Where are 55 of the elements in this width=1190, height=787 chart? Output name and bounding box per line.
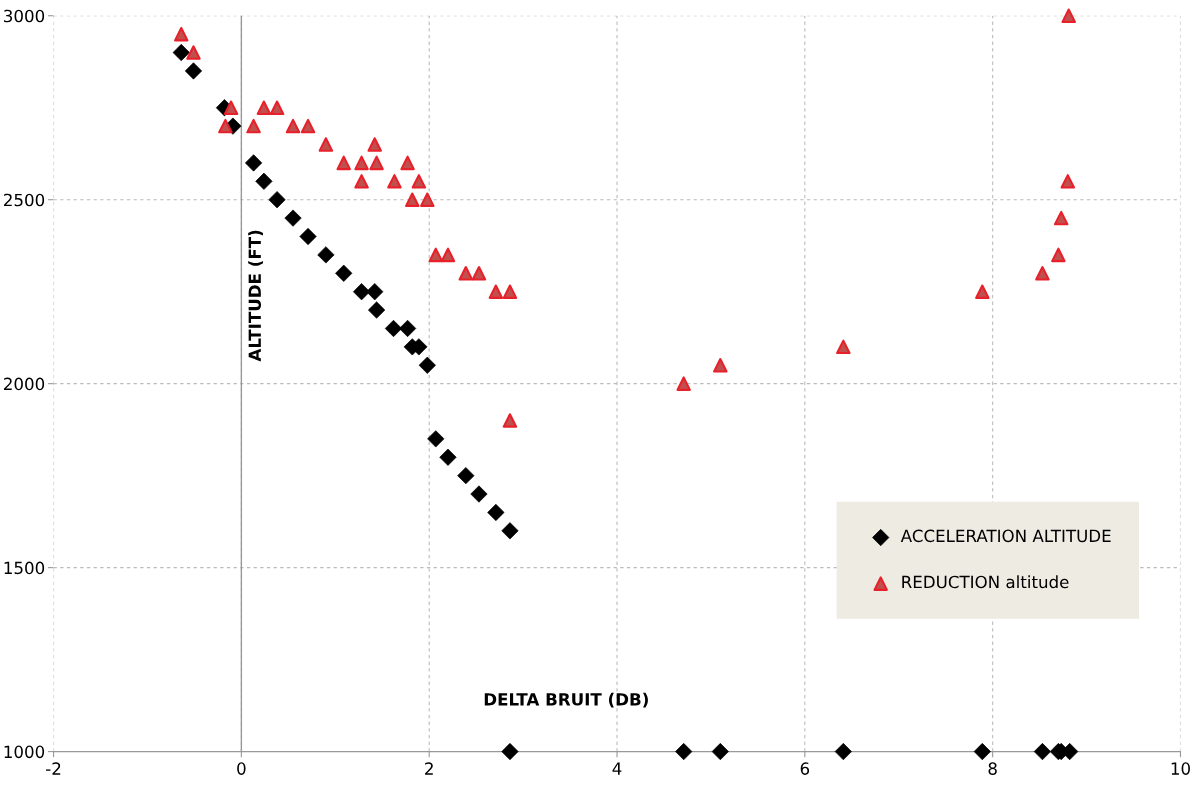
point [836,339,851,355]
y-tick-label: 1000 [4,745,45,759]
point [1053,210,1069,226]
point [405,192,420,207]
point [676,376,691,391]
point [675,743,693,761]
x-tick-label: 4 [612,762,622,775]
x-tick-label: -2 [46,762,61,775]
point [713,358,728,373]
point [502,284,518,299]
point [399,319,417,338]
point [458,266,474,281]
point [488,284,504,299]
y-tick-label: 2500 [4,193,45,207]
point [440,247,456,263]
point [186,45,201,60]
point [369,155,384,171]
point [975,284,990,299]
y-tick-label: 2000 [4,377,45,391]
point [336,155,351,171]
point [1061,8,1076,23]
point [1035,266,1050,281]
legend-label: ACCELERATION ALTITUDE [900,529,1111,543]
legend-label: REDUCTION altitude [902,575,1069,589]
point [471,266,487,281]
point [174,26,189,42]
point [246,118,261,134]
point [387,174,402,189]
point [502,413,518,428]
point [218,118,233,134]
point [256,100,272,115]
x-tick-label: 10 [1171,762,1190,775]
point [318,137,334,152]
point [400,155,415,171]
y-tick-label: 1500 [4,561,45,575]
point [1060,174,1076,189]
point [354,155,369,171]
x-tick-label: 6 [800,762,810,775]
point [1051,247,1066,263]
point [354,174,369,189]
y-axis-title: ALTITUDE (FT) [248,230,264,362]
point [269,100,285,115]
point [300,118,316,134]
point [285,118,301,134]
point [223,100,239,115]
point [470,485,488,503]
x-tick-label: 0 [237,762,246,775]
x-tick-label: 8 [988,762,997,775]
point [428,247,444,263]
x-axis-title: DELTA BRUIT (DB) [484,692,648,708]
y-tick-label: 3000 [4,9,45,23]
point [420,192,435,207]
point [411,174,427,189]
point [367,137,382,152]
x-tick-label: 2 [425,762,433,775]
